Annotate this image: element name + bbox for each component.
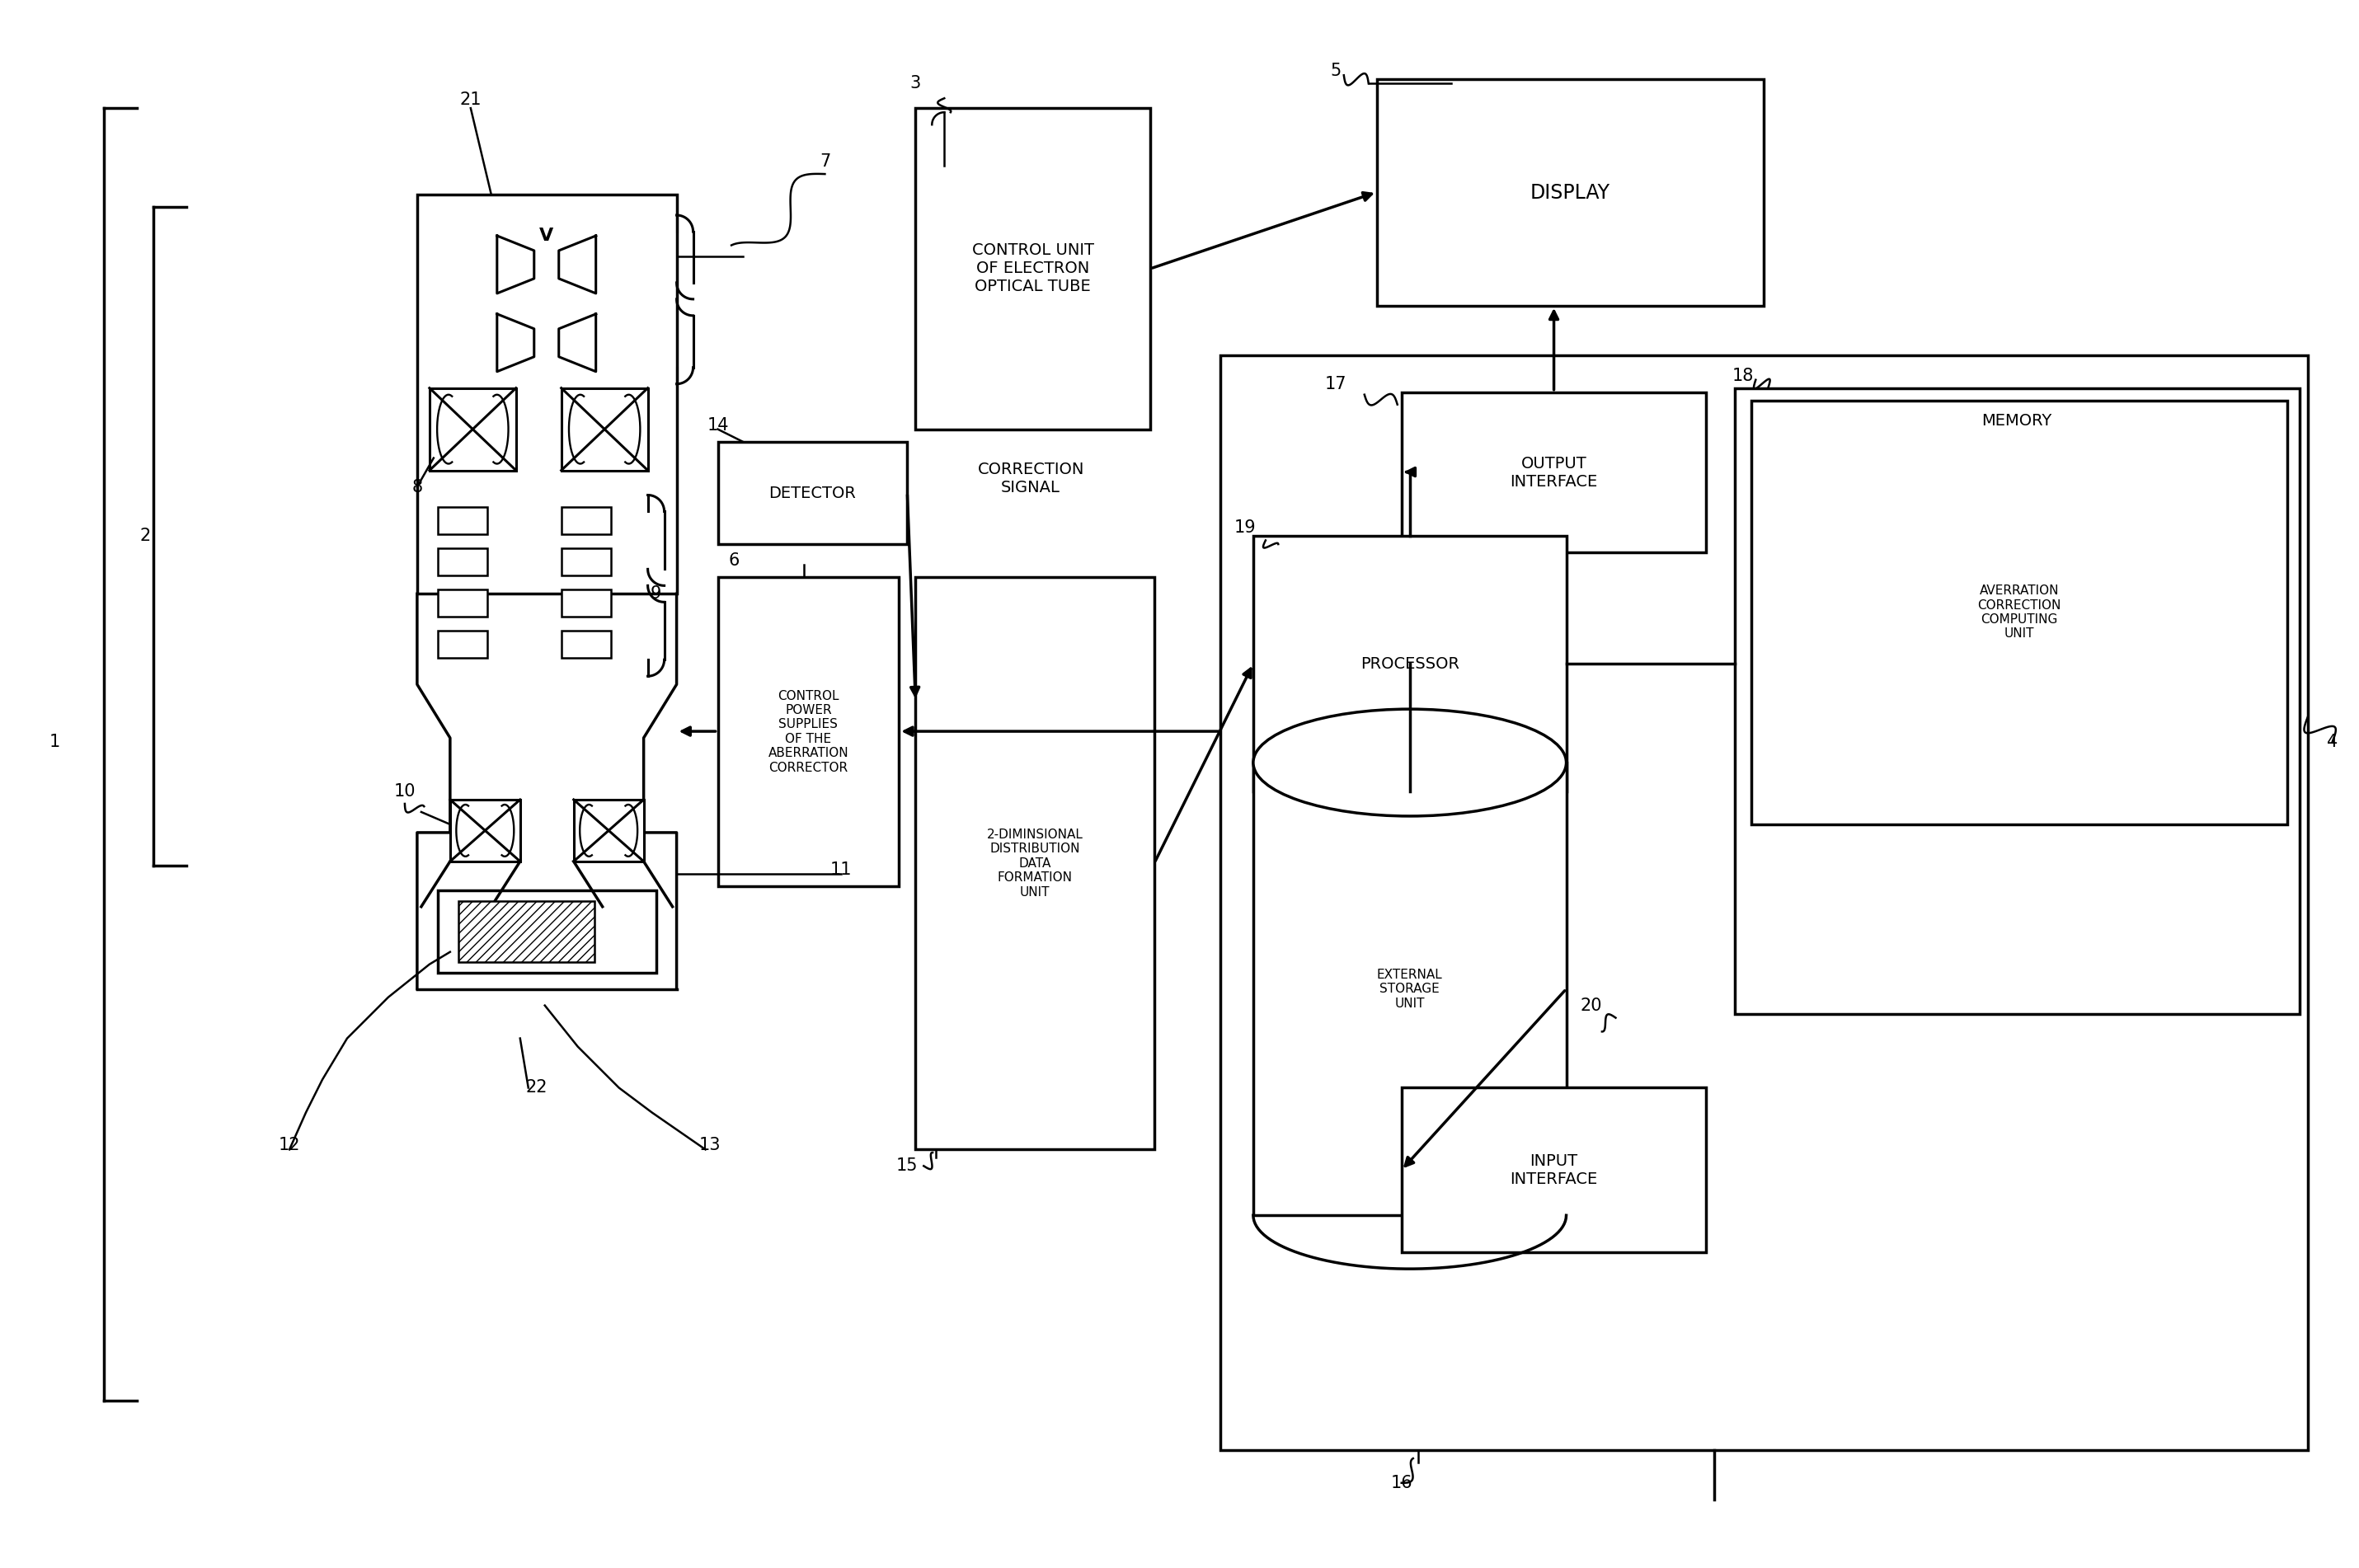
Bar [1401,1088,1706,1253]
Polygon shape [498,235,533,293]
Text: 4: 4 [2326,734,2338,750]
Text: 2-DIMINSIONAL
DISTRIBUTION
DATA
FORMATION
UNIT: 2-DIMINSIONAL DISTRIBUTION DATA FORMATIO… [986,828,1083,898]
Bar [915,577,1154,1149]
Text: 12: 12 [278,1137,300,1154]
Text: 9: 9 [651,585,661,602]
Bar [717,442,908,544]
Text: DISPLAY: DISPLAY [1531,182,1611,202]
Text: MEMORY: MEMORY [1982,412,2052,428]
Text: 20: 20 [1581,997,1602,1013]
Bar [561,549,611,575]
Ellipse shape [1253,709,1566,815]
Bar [439,508,488,535]
Text: PROCESSOR: PROCESSOR [1361,655,1460,671]
Text: 16: 16 [1389,1474,1413,1491]
Text: 18: 18 [1732,367,1755,384]
Bar [1401,392,1706,552]
Bar [439,590,488,616]
Text: CONTROL UNIT
OF ELECTRON
OPTICAL TUBE: CONTROL UNIT OF ELECTRON OPTICAL TUBE [972,243,1095,295]
Polygon shape [559,314,597,372]
Text: CORRECTION
SIGNAL: CORRECTION SIGNAL [977,461,1085,495]
Text: 1: 1 [50,734,59,750]
Bar [1220,354,2307,1450]
Text: 11: 11 [830,861,852,878]
Polygon shape [559,235,597,293]
Bar [561,387,649,470]
Text: 14: 14 [708,417,729,433]
Bar [439,549,488,575]
Bar [1253,762,1566,1215]
Bar [561,508,611,535]
Bar [1253,536,1566,792]
Text: EXTERNAL
STORAGE
UNIT: EXTERNAL STORAGE UNIT [1378,969,1444,1010]
Text: 13: 13 [698,1137,719,1154]
Polygon shape [498,314,533,372]
Bar [717,577,899,886]
Text: 17: 17 [1326,376,1347,392]
Text: 2: 2 [139,528,151,544]
Text: 21: 21 [460,91,481,108]
Bar [1753,400,2286,825]
Text: OUTPUT
INTERFACE: OUTPUT INTERFACE [1510,456,1597,489]
Bar [439,630,488,659]
Bar [915,108,1151,430]
Text: CONTROL
POWER
SUPPLIES
OF THE
ABERRATION
CORRECTOR: CONTROL POWER SUPPLIES OF THE ABERRATION… [769,690,849,773]
Text: 22: 22 [526,1079,547,1096]
Bar [439,891,656,972]
Text: 10: 10 [394,782,415,800]
Bar [573,800,644,861]
Text: V: V [540,227,554,245]
Text: 19: 19 [1234,519,1255,536]
Text: 5: 5 [1330,63,1340,80]
Bar [1378,80,1765,306]
Text: 7: 7 [819,154,830,169]
Bar [561,590,611,616]
Text: 15: 15 [896,1157,918,1174]
Bar [561,630,611,659]
Text: 6: 6 [729,552,741,569]
Bar [429,387,517,470]
Text: 3: 3 [911,75,920,91]
Bar [458,902,594,961]
Bar [418,194,677,594]
Text: AVERRATION
CORRECTION
COMPUTING
UNIT: AVERRATION CORRECTION COMPUTING UNIT [1977,585,2062,640]
Text: DETECTOR: DETECTOR [769,485,856,500]
Text: INPUT
INTERFACE: INPUT INTERFACE [1510,1152,1597,1187]
Bar [451,800,519,861]
Text: 8: 8 [413,478,422,495]
Bar [1736,387,2300,1013]
